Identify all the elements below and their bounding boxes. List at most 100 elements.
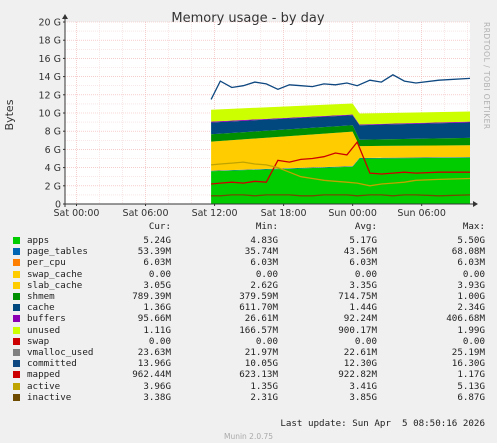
y-tick-label: 20 G [39,18,61,29]
legend-max: 5.50G [457,235,485,246]
x-tick-label: Sat 12:00 [192,208,238,219]
legend-name: swap_cache [27,268,83,280]
legend-cur: 3.05G [143,279,171,291]
legend-avg: 5.17G [349,235,377,246]
legend-row-vmalloc_used: vmalloc_used 23.63M 21.97M 22.61M 25.19M [0,347,497,358]
y-tick-label: 6 G [45,145,61,156]
legend-header: Cur: Min: Avg: Max: [0,221,497,232]
legend-swatch [13,259,20,267]
legend-name: committed [27,358,77,370]
legend-cur: 13.96G [137,358,171,370]
legend-min: 10.05G [244,358,278,370]
rrdtool-watermark: RRDTOOL / TOBI OETIKER [482,22,491,130]
legend-row-shmem: shmem 789.39M 379.59M 714.75M 1.00G [0,291,497,302]
legend-avg: 0.00 [354,335,377,347]
legend-name: vmalloc_used [27,347,94,358]
line-active [211,161,471,187]
legend-swatch [13,382,20,390]
legend-min: 6.03M [250,257,278,269]
legend-cur: 1.11G [143,324,171,336]
legend-swatch [13,281,20,289]
legend-min: 623.13M [239,369,278,381]
legend-avg: 92.24M [343,313,377,325]
legend-name: shmem [27,291,55,302]
memory-chart: Memory usage - by day Bytes RRDTOOL / TO… [0,0,497,221]
legend-swatch [13,337,20,345]
line-mapped [211,140,470,185]
legend-max: 16.30G [451,358,485,370]
y-tick-labels: 0 2 G 4 G 6 G 8 G 10 G 12 G 14 G 16 G 18 G 20 G [39,18,65,211]
legend-max: 1.99G [457,324,485,336]
legend-max: 6.87G [457,391,485,403]
legend-avg: 922.82M [338,369,377,381]
legend-min: 379.59M [239,291,278,302]
legend-cur: 6.03M [143,257,171,269]
legend-swatch [13,237,20,244]
legend-row-inactive: inactive 3.38G 2.31G 3.85G 6.87G [0,392,497,403]
legend-avg: 22.61M [343,347,377,358]
legend-swatch [13,360,20,368]
legend-row-committed: committed 13.96G 10.05G 12.30G 16.30G [0,358,497,369]
legend-row-page_tables: page_tables 53.39M 35.74M 43.56M 68.08M [0,246,497,257]
x-tick-label: Sat 06:00 [123,208,169,219]
header-max: Max: [462,221,485,232]
legend-max: 25.19M [451,347,485,358]
legend-name: page_tables [27,246,88,258]
area-cache [211,115,470,140]
legend-name: unused [27,324,61,336]
legend-row-buffers: buffers 95.66M 26.61M 92.24M 406.68M [0,313,497,324]
legend-cur: 1.36G [143,302,171,314]
legend-max: 0.00 [462,268,485,280]
legend-name: inactive [27,391,72,403]
x-tick-label: Sun 00:00 [328,208,376,219]
legend-row-swap_cache: swap_cache 0.00 0.00 0.00 0.00 [0,269,497,280]
y-axis-label: Bytes [3,99,16,130]
legend-row-apps: apps 5.24G 4.83G 5.17G 5.50G [0,235,497,246]
legend-max: 0.00 [462,335,485,347]
legend-cur: 53.39M [137,246,171,258]
legend-avg: 3.85G [349,391,377,403]
legend-name: active [27,380,61,392]
legend-swatch [13,304,20,312]
legend-cur: 23.63M [137,347,171,358]
legend-row-unused: unused 1.11G 166.57M 900.17M 1.99G [0,325,497,336]
legend-min: 1.35G [250,380,278,392]
legend-avg: 900.17M [338,324,377,336]
legend-cur: 0.00 [148,335,171,347]
legend-row-cache: cache 1.36G 611.70M 1.44G 2.34G [0,302,497,313]
x-tick-label: Sat 18:00 [261,208,307,219]
header-cur: Cur: [148,221,171,232]
legend-swatch [13,293,20,300]
legend-row-swap: swap 0.00 0.00 0.00 0.00 [0,336,497,347]
header-min: Min: [255,221,278,232]
legend-max: 6.03M [457,257,485,269]
legend-swatch [13,393,20,401]
y-tick-label: 14 G [39,72,61,83]
y-tick-label: 12 G [39,90,61,101]
legend-row-active: active 3.96G 1.35G 3.41G 5.13G [0,381,497,392]
legend-max: 68.08M [451,246,485,258]
legend-min: 0.00 [255,268,278,280]
legend-max: 406.68M [446,313,485,325]
legend-cur: 95.66M [137,313,171,325]
y-tick-label: 4 G [45,163,61,174]
legend-name: per_cpu [27,257,66,269]
legend-swatch [13,349,20,356]
x-tick-label: Sun 06:00 [397,208,445,219]
legend-swatch [13,326,20,334]
legend-min: 35.74M [244,246,278,258]
chart-title: Memory usage - by day [171,11,324,26]
legend-max: 2.34G [457,302,485,314]
y-tick-label: 0 [55,200,61,211]
y-tick-label: 8 G [45,127,61,138]
legend-cur: 3.38G [143,391,171,403]
legend-row-slab_cache: slab_cache 3.05G 2.62G 3.35G 3.93G [0,280,497,291]
legend-avg: 6.03M [349,257,377,269]
y-axis-arrow [62,14,68,19]
legend-min: 2.62G [250,279,278,291]
legend-name: apps [27,235,50,246]
legend-name: swap [27,335,50,347]
area-slab_cache [211,131,470,171]
x-tick-label: Sat 00:00 [54,208,100,219]
area-apps [211,157,470,204]
